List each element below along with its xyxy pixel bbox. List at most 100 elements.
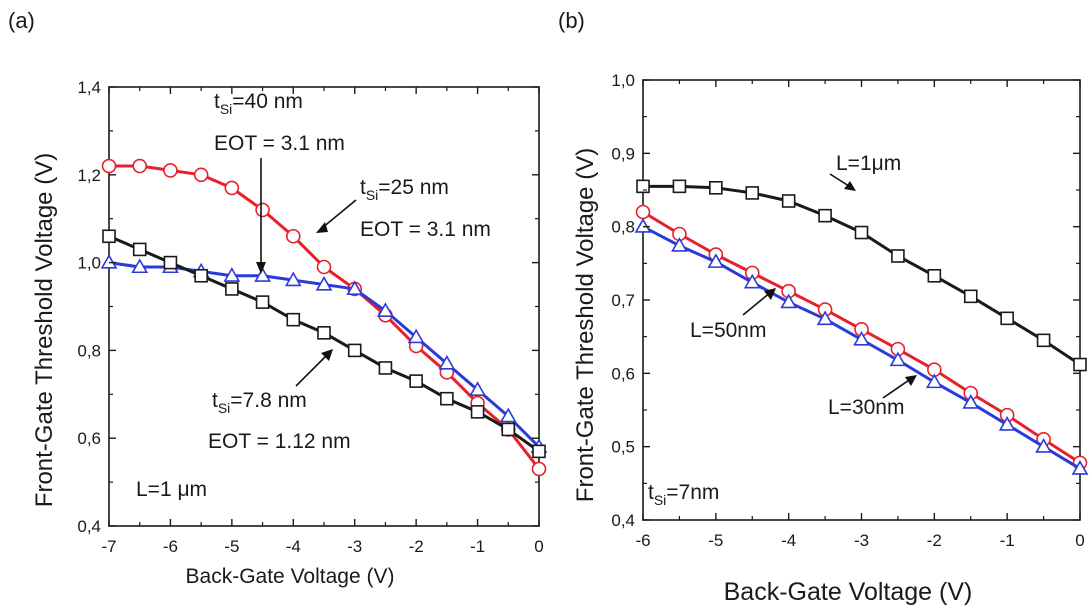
data-point-triangle: [1035, 438, 1052, 453]
data-point-square: [1000, 311, 1014, 326]
data-point-circle: [285, 228, 301, 244]
data-point-square: [709, 181, 723, 195]
annotation-a-tsi-40: tSi=40 nm: [214, 90, 303, 117]
data-point-square: [501, 422, 516, 437]
data-point-square: [163, 255, 178, 270]
y-tick-label: 0,7: [611, 291, 635, 310]
panel-label-a: (a): [8, 8, 35, 33]
data-point-circle: [132, 158, 148, 174]
arrow-b-l30nm: [882, 377, 913, 399]
data-point-square: [1036, 333, 1051, 348]
data-point-circle: [255, 202, 270, 218]
arrow-head-a-tsi40: [256, 262, 266, 274]
data-point-triangle: [998, 416, 1016, 431]
annotation-b-l-50nm: L=50nm: [690, 319, 766, 342]
data-point-square: [672, 179, 687, 194]
plot-area-b: [634, 79, 1089, 521]
x-tick-label: 0: [1075, 531, 1084, 550]
data-point-triangle: [407, 328, 425, 344]
data-point-square: [409, 374, 423, 388]
data-point-triangle: [962, 394, 980, 409]
data-point-circle: [163, 163, 178, 178]
arrow-head-b-l50nm: [764, 288, 776, 300]
data-point-square: [532, 444, 546, 459]
data-point-triangle: [889, 351, 907, 367]
plot-frame-b: [642, 79, 1081, 521]
chart-panel-a: -7 -6 -5 -4 -3 -2 -1 0 0,4 0,6 0,8 1,0 1,2 1,4 Back-…: [31, 78, 548, 588]
arrow-b-l50nm: [742, 291, 772, 316]
data-point-square: [636, 179, 650, 194]
y-tick-label: 0,8: [77, 341, 101, 360]
y-tick-label: 0,4: [611, 511, 635, 530]
data-point-square: [255, 295, 270, 309]
data-point-square: [102, 229, 116, 244]
data-point-square: [225, 282, 239, 296]
data-point-circle: [316, 259, 332, 275]
annotation-b-tsi-7: tSi=7nm: [648, 481, 719, 508]
y-tick-label: 1,0: [611, 71, 635, 90]
series-line-circle-a: [109, 164, 541, 470]
x-tick-label: -6: [163, 537, 178, 556]
data-point-square: [891, 249, 905, 263]
data-point-square: [347, 343, 362, 358]
y-tick-label: 0,9: [611, 144, 635, 163]
series-line-triangle-b: [642, 225, 1081, 470]
data-point-square: [818, 208, 832, 223]
x-tick-label: -3: [854, 531, 869, 550]
data-point-square: [132, 242, 147, 257]
data-point-triangle: [816, 310, 834, 326]
data-point-triangle: [284, 271, 302, 287]
data-point-triangle: [853, 330, 870, 346]
x-tick-label: -1: [1000, 531, 1015, 550]
data-point-triangle: [634, 218, 652, 233]
chart-panel-b: -6 -5 -4 -3 -2 -1 0 0,4 0,5 0,6 0,7 0,8 0,9 1,0 Back…: [572, 71, 1089, 606]
arrow-head-a-tsi25: [316, 222, 328, 233]
data-point-circle: [193, 167, 209, 183]
data-point-square: [440, 391, 454, 406]
data-point-triangle: [254, 267, 271, 282]
x-axis-label-b: Back-Gate Voltage (V): [724, 578, 973, 606]
y-ticks-a: 0,4 0,6 0,8 1,0 1,2 1,4: [77, 78, 539, 536]
data-point-triangle: [780, 293, 798, 309]
annotation-a-length: L=1 μm: [136, 478, 207, 501]
data-point-square: [286, 312, 301, 327]
x-tick-label: -2: [927, 531, 942, 550]
arrow-a-tsi78: [295, 354, 328, 387]
data-point-square: [745, 186, 760, 200]
y-tick-label: 1,4: [77, 78, 101, 97]
annotation-a-eot-1-12: EOT = 1.12 nm: [208, 430, 351, 453]
data-point-circle: [635, 204, 651, 220]
plot-area-a: [100, 86, 548, 527]
data-point-square: [781, 194, 796, 208]
y-tick-label: 0,6: [611, 364, 635, 383]
data-point-triangle: [743, 273, 761, 289]
x-tick-label: 0: [534, 537, 543, 556]
data-point-circle: [101, 158, 117, 174]
y-tick-label: 0,5: [611, 438, 635, 457]
annotation-a-eot-3-1-first: EOT = 3.1 nm: [214, 132, 345, 155]
x-tick-label: -6: [635, 531, 650, 550]
panel-label-b: (b): [558, 8, 585, 33]
x-axis-label-a: Back-Gate Voltage (V): [186, 565, 395, 588]
y-tick-label: 0,4: [77, 517, 101, 536]
x-tick-label: -3: [347, 537, 362, 556]
arrow-head-b-l30nm: [905, 375, 917, 386]
y-tick-label: 1,0: [77, 254, 101, 273]
x-tick-label: -4: [781, 531, 796, 550]
x-tick-label: -7: [101, 537, 116, 556]
data-point-triangle: [315, 275, 333, 291]
y-axis-label-b: Front-Gate Threshold Voltage (V): [572, 148, 599, 502]
data-point-triangle: [671, 237, 688, 252]
data-point-triangle: [499, 407, 517, 423]
data-point-circle: [531, 461, 547, 477]
data-point-triangle: [100, 253, 118, 269]
y-tick-label: 0,6: [77, 429, 101, 448]
data-point-square: [963, 289, 978, 304]
data-point-circle: [224, 180, 240, 196]
x-tick-label: -5: [224, 537, 239, 556]
y-ticks-b: 0,4 0,5 0,6 0,7 0,8 0,9 1,0: [611, 71, 1080, 530]
annotation-a-tsi-25: tSi=25 nm: [360, 176, 449, 203]
annotation-a-tsi-7-8: tSi=7.8 nm: [212, 389, 307, 416]
annotation-b-l-1um: L=1μm: [836, 152, 901, 175]
